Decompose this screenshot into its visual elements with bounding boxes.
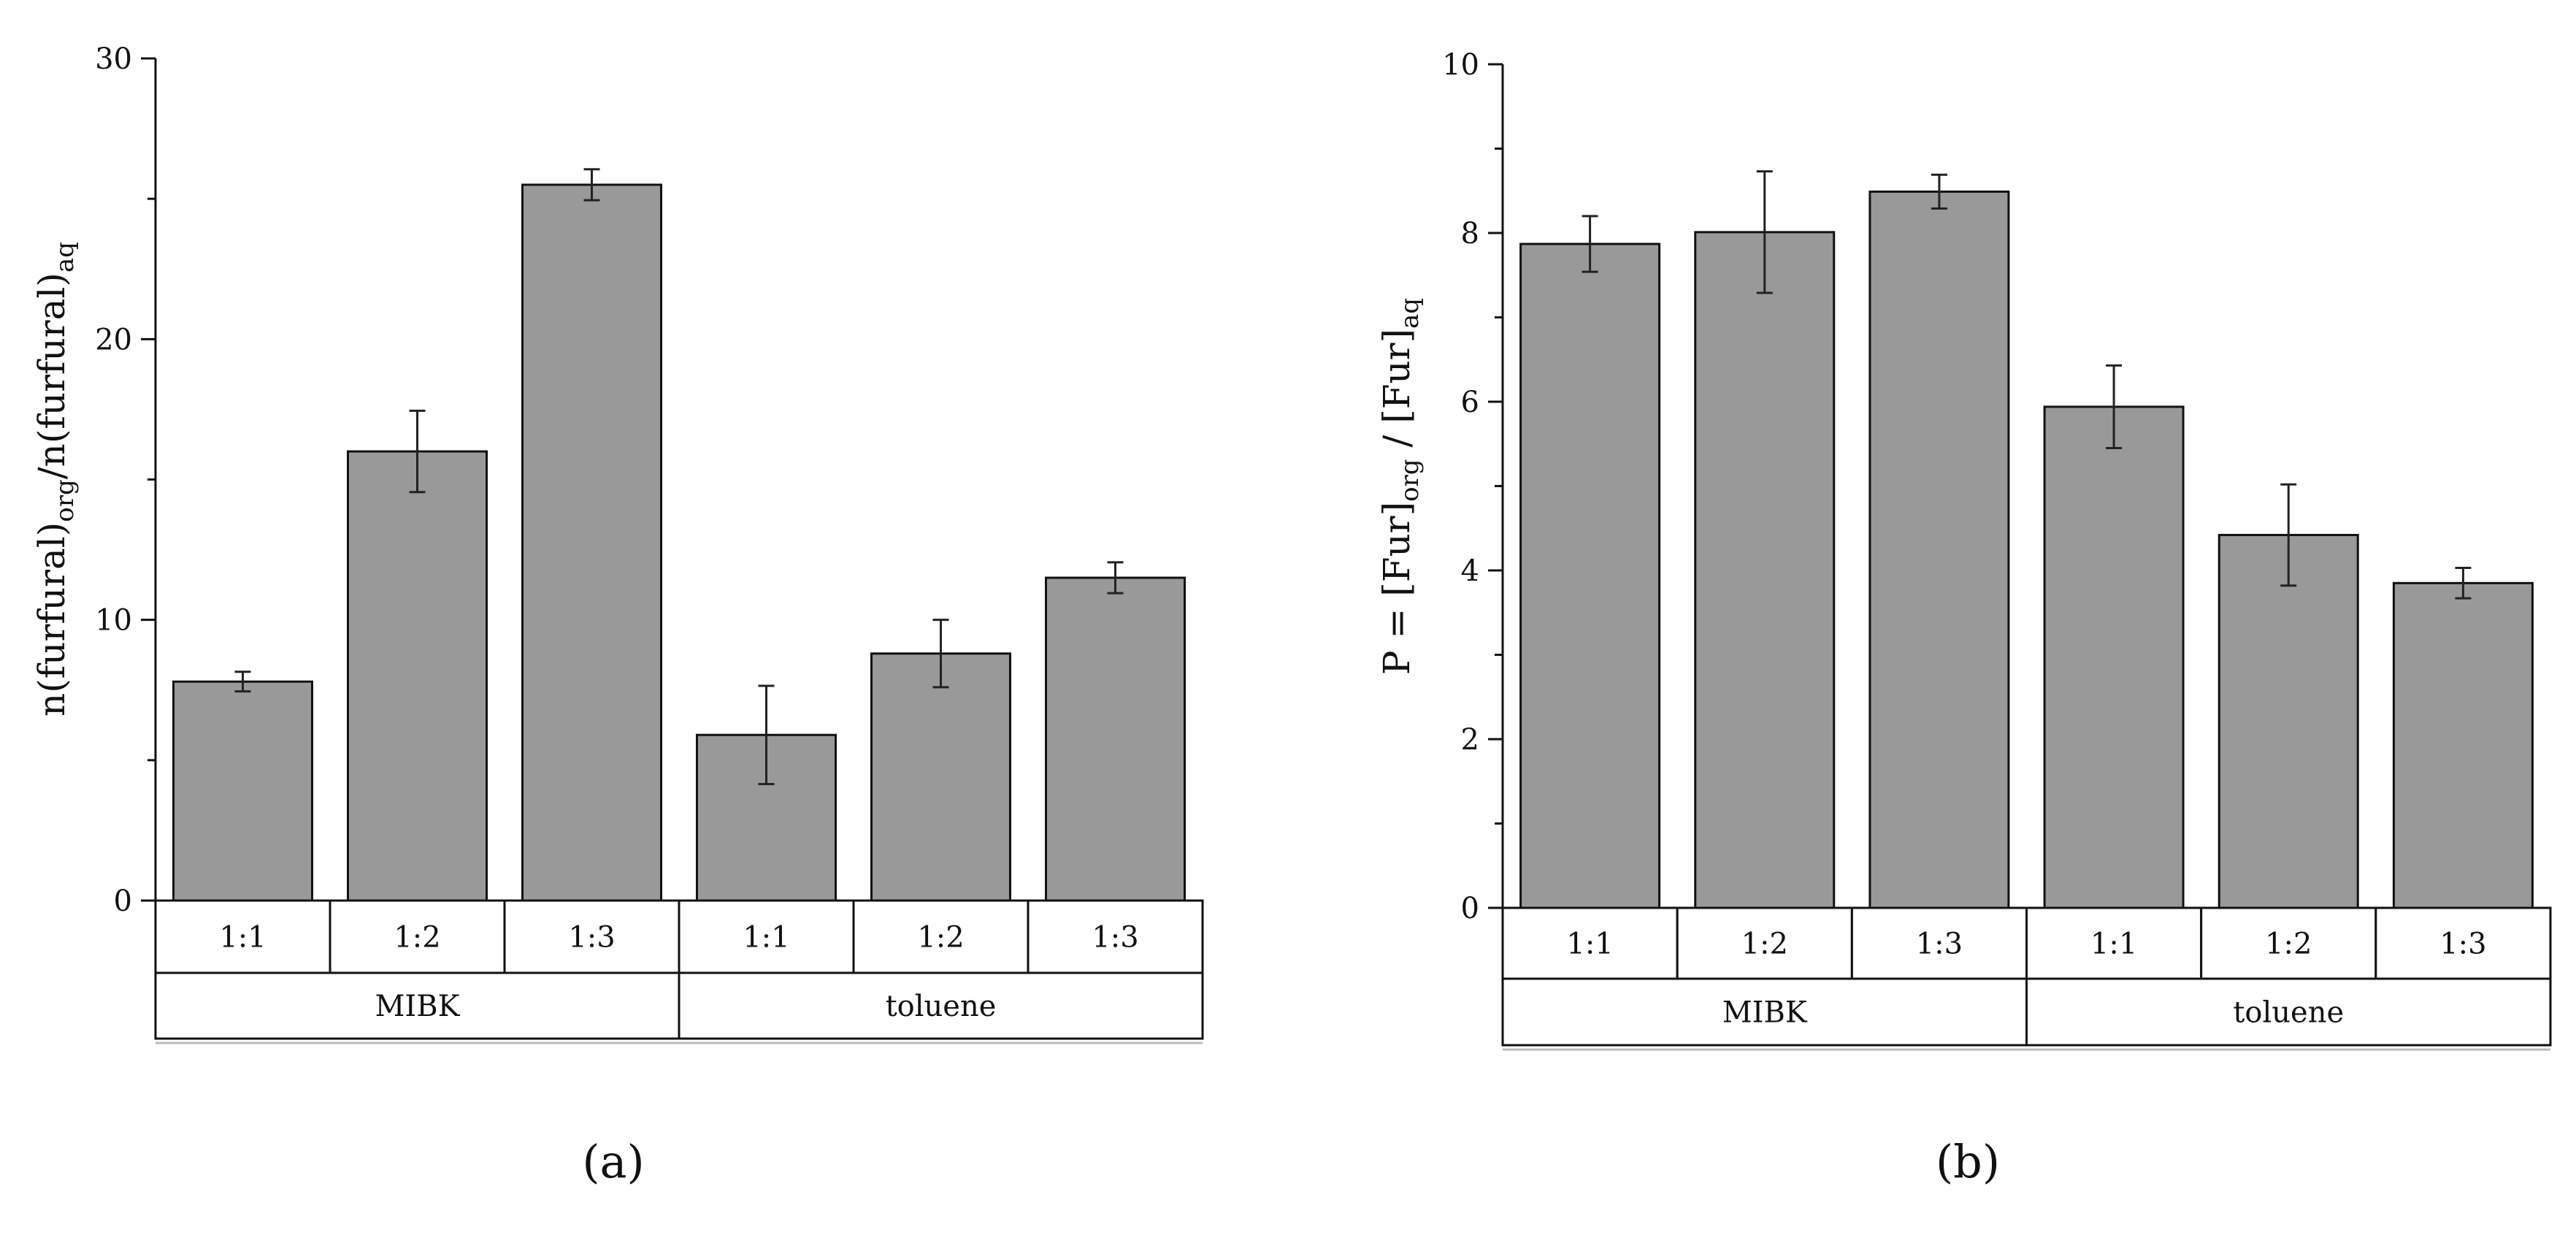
- bar-5: [870, 652, 1011, 902]
- error-bar-1: [1582, 215, 1598, 273]
- chart-panel-b: 0 2 4 6 8 10 1:1 1:2 1:3 1:1 1:2 1:3 MIBK toluene P = …: [1376, 48, 2552, 1188]
- category-label: 1:3: [1092, 921, 1138, 955]
- group-cell: [678, 971, 1204, 1040]
- y-tick-label: 8: [1461, 217, 1479, 251]
- category-label: 1:2: [2265, 928, 2312, 961]
- chart-panel-a: 0 10 20 30 1:1 1:2 1:3 1:1 1:2 1:3 MIBK toluene n(fu…: [31, 42, 1204, 1188]
- y-axis-title-text: /n(furfural): [31, 272, 73, 479]
- y-tick-label: 0: [1461, 892, 1479, 925]
- group-label: MIBK: [1722, 996, 1808, 1030]
- error-bar-4: [2106, 364, 2123, 450]
- y-tick-label: 20: [95, 323, 132, 356]
- category-cell: [2374, 906, 2552, 980]
- y-axis-title-text: / [Fur]: [1376, 329, 1418, 459]
- y-axis-title-subscript: aq: [50, 242, 80, 272]
- error-bar-6: [2455, 567, 2472, 600]
- category-label: 1:3: [1916, 928, 1963, 961]
- y-tick-label: 10: [95, 604, 132, 638]
- category-label: 1:1: [2090, 928, 2137, 961]
- category-cell: [503, 899, 681, 974]
- group-cell: [154, 971, 681, 1040]
- y-tick-label: 10: [1442, 48, 1479, 82]
- category-label: 1:3: [2439, 928, 2486, 961]
- y-axis-title-text: n(furfural): [31, 522, 73, 717]
- bar-3: [521, 183, 662, 902]
- group-label: MIBK: [375, 990, 460, 1023]
- y-axis-title-subscript: org: [1395, 459, 1425, 502]
- category-label: 1:2: [917, 921, 964, 955]
- error-bar-5: [932, 619, 949, 689]
- y-tick-label: 30: [95, 42, 132, 76]
- bar-5: [2217, 533, 2359, 909]
- bar-6: [1045, 576, 1186, 902]
- error-bar-3: [1931, 173, 1947, 210]
- y-axis-title-subscript: org: [50, 479, 80, 522]
- error-bar-2: [1756, 170, 1773, 294]
- bar-3: [1868, 190, 2010, 909]
- y-axis-title-subscript: aq: [1395, 298, 1425, 329]
- bar-1: [172, 680, 313, 902]
- bar-4: [2043, 405, 2185, 909]
- category-label: 1:1: [1566, 928, 1613, 961]
- group-cell: [1501, 977, 2028, 1047]
- error-bar-3: [583, 168, 600, 202]
- category-label: 1:2: [1741, 928, 1788, 961]
- y-tick-label: 2: [1461, 723, 1479, 757]
- error-bar-6: [1107, 561, 1124, 595]
- panel-label: (a): [582, 1135, 644, 1188]
- y-tick-label: 4: [1461, 554, 1479, 588]
- category-cell: [154, 899, 331, 974]
- group-label: toluene: [2233, 996, 2344, 1030]
- category-cell: [1501, 906, 1679, 980]
- error-bar-5: [2280, 483, 2297, 587]
- category-label: 1:1: [743, 921, 789, 955]
- category-cell: [2025, 906, 2203, 980]
- panel-label: (b): [1936, 1135, 2000, 1188]
- y-axis-title: P = [Fur]org / [Fur]aq: [1376, 298, 1425, 675]
- group-label: toluene: [886, 990, 997, 1023]
- category-label: 1:1: [219, 921, 266, 955]
- category-cell: [2200, 906, 2377, 980]
- y-tick-label: 6: [1461, 386, 1479, 419]
- error-bar-1: [234, 670, 251, 693]
- bar-1: [1519, 242, 1661, 909]
- category-label: 1:3: [568, 921, 615, 955]
- bar-2: [1694, 231, 1836, 909]
- group-cell: [2025, 977, 2552, 1047]
- bar-2: [347, 450, 488, 902]
- category-cell: [852, 899, 1030, 974]
- error-bar-2: [409, 409, 426, 494]
- category-label: 1:2: [394, 921, 440, 955]
- y-axis-title: n(furfural)org/n(furfural)aq: [31, 242, 80, 717]
- y-tick-label: 0: [114, 884, 132, 918]
- error-bar-4: [758, 684, 775, 786]
- bar-6: [2392, 581, 2534, 909]
- y-axis-title-text: P = [Fur]: [1376, 502, 1418, 675]
